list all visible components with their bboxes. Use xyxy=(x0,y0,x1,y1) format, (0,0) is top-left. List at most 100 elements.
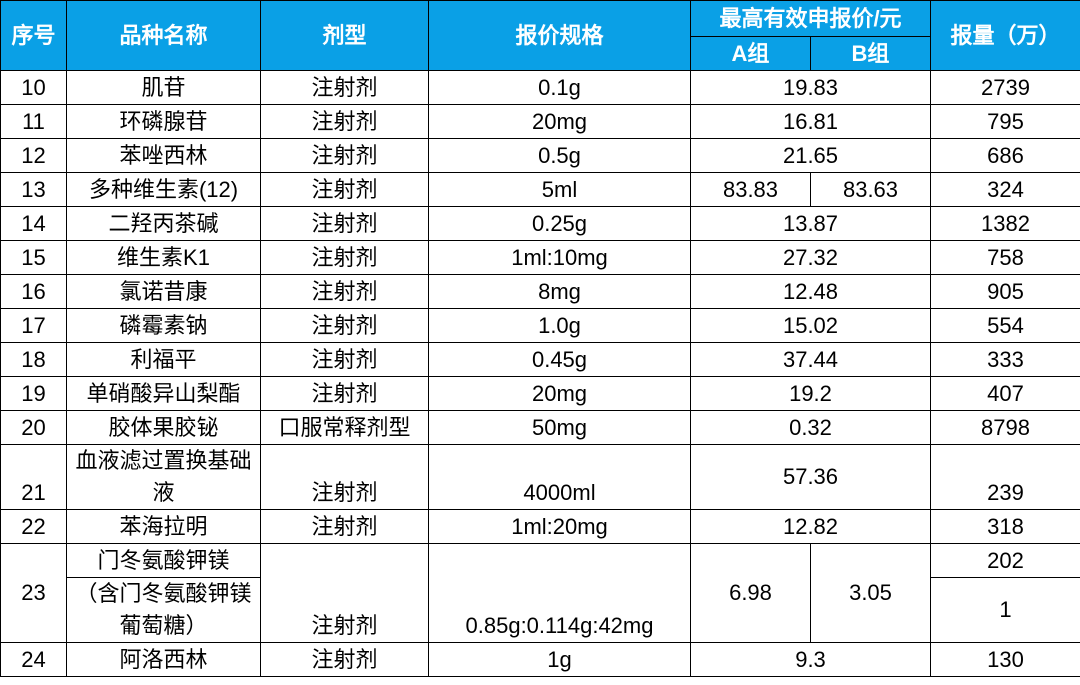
quantity-cell: 8798 xyxy=(930,410,1080,445)
header-cell: 品种名称 xyxy=(66,0,261,71)
table-row: 18 利福平 注射剂 0.45g 37.44 333 xyxy=(0,342,1080,377)
spec-cell: 0.25g xyxy=(428,206,691,241)
name-cell: 磷霉素钠 xyxy=(66,308,261,343)
table-body: 10 肌苷 注射剂 0.1g 19.83 2739 11 环磷腺苷 注射剂 20mg 16.81 79… xyxy=(0,70,1080,677)
price-cell: 19.2 xyxy=(690,376,931,411)
header-cell: 序号 xyxy=(0,0,67,71)
number-cell: 20 xyxy=(0,410,67,445)
spec-cell: 5ml xyxy=(428,172,691,207)
price-cell: 16.81 xyxy=(690,104,931,139)
form-cell: 注射剂 xyxy=(260,70,429,105)
header-cell: B组 xyxy=(810,36,931,71)
quantity-cell: 407 xyxy=(930,376,1080,411)
number-cell: 16 xyxy=(0,274,67,309)
table-row: 20 胶体果胶铋 口服常释剂型 50mg 0.32 8798 xyxy=(0,410,1080,445)
quantity-cell: 333 xyxy=(930,342,1080,377)
price-cell: 37.44 xyxy=(690,342,931,377)
form-cell: 注射剂 xyxy=(260,444,429,510)
header-cell: 最高有效申报价/元 xyxy=(690,0,931,37)
spec-cell: 0.85g:0.114g:42mg xyxy=(428,543,691,643)
quantity-cell: 795 xyxy=(930,104,1080,139)
number-cell: 22 xyxy=(0,509,67,544)
quantity-cell: 905 xyxy=(930,274,1080,309)
number-cell: 23 xyxy=(0,543,67,643)
price-cell: 21.65 xyxy=(690,138,931,173)
spec-cell: 4000ml xyxy=(428,444,691,510)
name-cell: 多种维生素(12) xyxy=(66,172,261,207)
form-cell: 注射剂 xyxy=(260,308,429,343)
form-cell: 注射剂 xyxy=(260,172,429,207)
quantity-cell: 130 xyxy=(930,642,1080,677)
table-row: 10 肌苷 注射剂 0.1g 19.83 2739 xyxy=(0,70,1080,105)
number-cell: 18 xyxy=(0,342,67,377)
header-cell: 报量（万） xyxy=(930,0,1080,71)
name-cell: 维生素K1 xyxy=(66,240,261,275)
number-cell: 21 xyxy=(0,444,67,510)
quantity-cell: 318 xyxy=(930,509,1080,544)
name-cell: 阿洛西林 xyxy=(66,642,261,677)
table-row: 14 二羟丙茶碱 注射剂 0.25g 13.87 1382 xyxy=(0,206,1080,241)
form-cell: 注射剂 xyxy=(260,240,429,275)
name-cell: 利福平 xyxy=(66,342,261,377)
price-cell: 19.83 xyxy=(690,70,931,105)
header-cell: 报价规格 xyxy=(428,0,691,71)
number-cell: 19 xyxy=(0,376,67,411)
quantity-cell: 2739 xyxy=(930,70,1080,105)
table-row: 16 氯诺昔康 注射剂 8mg 12.48 905 xyxy=(0,274,1080,309)
form-cell: 注射剂 xyxy=(260,206,429,241)
form-cell: 注射剂 xyxy=(260,342,429,377)
spec-cell: 20mg xyxy=(428,376,691,411)
quantity-cell: 202 xyxy=(930,543,1080,578)
form-cell: 注射剂 xyxy=(260,274,429,309)
spec-cell: 0.5g xyxy=(428,138,691,173)
price-cell: 9.3 xyxy=(690,642,931,677)
spec-cell: 1ml:20mg xyxy=(428,509,691,544)
name-cell: 苯唑西林 xyxy=(66,138,261,173)
price-cell: 57.36 xyxy=(690,444,931,510)
number-cell: 13 xyxy=(0,172,67,207)
price-a-cell: 83.83 xyxy=(690,172,811,207)
price-cell: 12.48 xyxy=(690,274,931,309)
table-row: 23 门冬氨酸钾镁 注射剂 0.85g:0.114g:42mg 6.98 3.05 202 xyxy=(0,543,1080,643)
name-cell: 门冬氨酸钾镁 xyxy=(66,543,261,578)
number-cell: 24 xyxy=(0,642,67,677)
quantity-cell: 1382 xyxy=(930,206,1080,241)
name-cell: 胶体果胶铋 xyxy=(66,410,261,445)
spec-cell: 1ml:10mg xyxy=(428,240,691,275)
price-cell: 15.02 xyxy=(690,308,931,343)
name-cell: 血液滤过置换基础液 xyxy=(66,444,261,510)
header-cell: A组 xyxy=(690,36,811,71)
name-cell: 氯诺昔康 xyxy=(66,274,261,309)
quantity-cell: 554 xyxy=(930,308,1080,343)
number-cell: 17 xyxy=(0,308,67,343)
table-row: 22 苯海拉明 注射剂 1ml:20mg 12.82 318 xyxy=(0,509,1080,544)
spec-cell: 0.1g xyxy=(428,70,691,105)
name-cell: 肌苷 xyxy=(66,70,261,105)
table-row: 17 磷霉素钠 注射剂 1.0g 15.02 554 xyxy=(0,308,1080,343)
form-cell: 注射剂 xyxy=(260,376,429,411)
price-cell: 0.32 xyxy=(690,410,931,445)
price-b-cell: 3.05 xyxy=(810,543,931,643)
form-cell: 注射剂 xyxy=(260,642,429,677)
quantity-cell: 239 xyxy=(930,444,1080,510)
form-cell: 注射剂 xyxy=(260,543,429,643)
quantity-cell: 686 xyxy=(930,138,1080,173)
form-cell: 口服常释剂型 xyxy=(260,410,429,445)
name-cell: 二羟丙茶碱 xyxy=(66,206,261,241)
form-cell: 注射剂 xyxy=(260,509,429,544)
number-cell: 14 xyxy=(0,206,67,241)
price-b-cell: 83.63 xyxy=(810,172,931,207)
table-row: 15 维生素K1 注射剂 1ml:10mg 27.32 758 xyxy=(0,240,1080,275)
price-cell: 13.87 xyxy=(690,206,931,241)
spec-cell: 50mg xyxy=(428,410,691,445)
number-cell: 10 xyxy=(0,70,67,105)
table-row: 24 阿洛西林 注射剂 1g 9.3 130 xyxy=(0,642,1080,677)
table-row: 12 苯唑西林 注射剂 0.5g 21.65 686 xyxy=(0,138,1080,173)
number-cell: 12 xyxy=(0,138,67,173)
table-row: 11 环磷腺苷 注射剂 20mg 16.81 795 xyxy=(0,104,1080,139)
spec-cell: 1.0g xyxy=(428,308,691,343)
quantity-cell: 324 xyxy=(930,172,1080,207)
form-cell: 注射剂 xyxy=(260,104,429,139)
